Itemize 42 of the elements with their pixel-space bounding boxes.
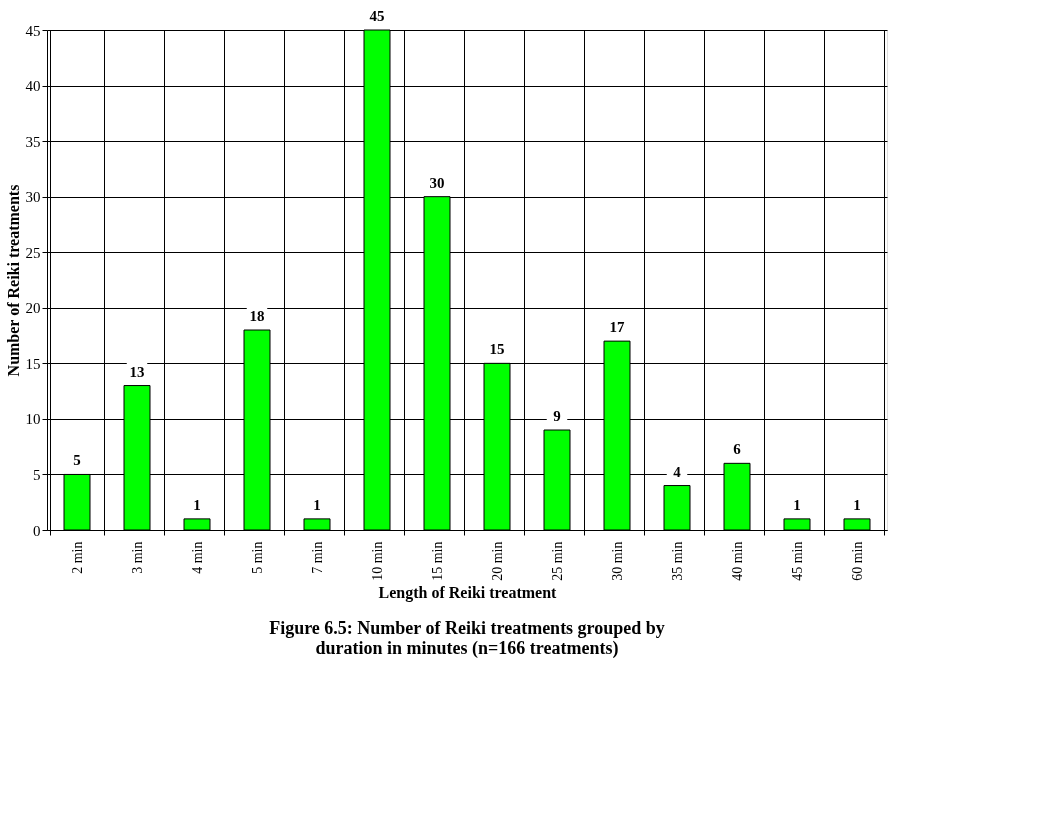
y-tick-label: 15 xyxy=(25,355,41,372)
y-tick-label: 40 xyxy=(25,78,41,95)
data-label: 6 xyxy=(733,441,742,458)
y-tick-label: 35 xyxy=(25,133,41,150)
x-tick-label: 25 min xyxy=(549,541,565,581)
data-label: 1 xyxy=(853,496,861,513)
x-tick-label: 5 min xyxy=(249,541,265,574)
x-tick-label: 2 min xyxy=(69,541,85,574)
y-tick-label: 25 xyxy=(25,244,41,261)
x-axis-title: Length of Reiki treatment xyxy=(378,583,558,602)
y-tick-label: 30 xyxy=(25,189,41,206)
data-label: 1 xyxy=(193,496,201,513)
data-label: 17 xyxy=(609,319,625,336)
data-label: 15 xyxy=(489,341,505,358)
data-label: 18 xyxy=(249,308,265,324)
x-tick-label: 15 min xyxy=(429,541,445,581)
caption: Figure 6.5: Number of Reiki treatments grouped by xyxy=(269,618,665,639)
x-tick-label: 30 min xyxy=(609,541,625,581)
x-tick-label: 7 min xyxy=(309,541,325,574)
y-tick-label: 0 xyxy=(33,522,41,539)
data-label: 9 xyxy=(553,408,561,424)
text: duration in minutes (n=166 treatments) xyxy=(315,638,619,660)
y-tick-label: 45 xyxy=(25,22,41,39)
data-label: 13 xyxy=(129,363,145,380)
x-tick-label: 4 min xyxy=(189,541,205,574)
y-tick-label: 20 xyxy=(25,300,41,317)
x-tick-label: 20 min xyxy=(489,541,505,581)
data-label: 4 xyxy=(673,463,682,480)
x-tick-label: 10 min xyxy=(369,541,385,581)
data-label: 1 xyxy=(313,496,321,513)
x-tick-label: 3 min xyxy=(129,541,145,574)
x-tick-label: 45 min xyxy=(789,541,805,581)
y-axis-title: Number of Reiki treatments xyxy=(4,184,22,377)
data-label: 5 xyxy=(73,452,81,469)
x-tick-label: 35 min xyxy=(669,541,685,581)
data-label: 1 xyxy=(793,496,801,513)
x-tick-label: 40 min xyxy=(729,541,745,581)
data-label: 45 xyxy=(369,8,385,24)
data-label: 30 xyxy=(429,174,445,191)
y-tick-label: 10 xyxy=(25,411,41,428)
x-tick-label: 60 min xyxy=(849,541,865,581)
y-tick-label: 5 xyxy=(33,466,41,483)
